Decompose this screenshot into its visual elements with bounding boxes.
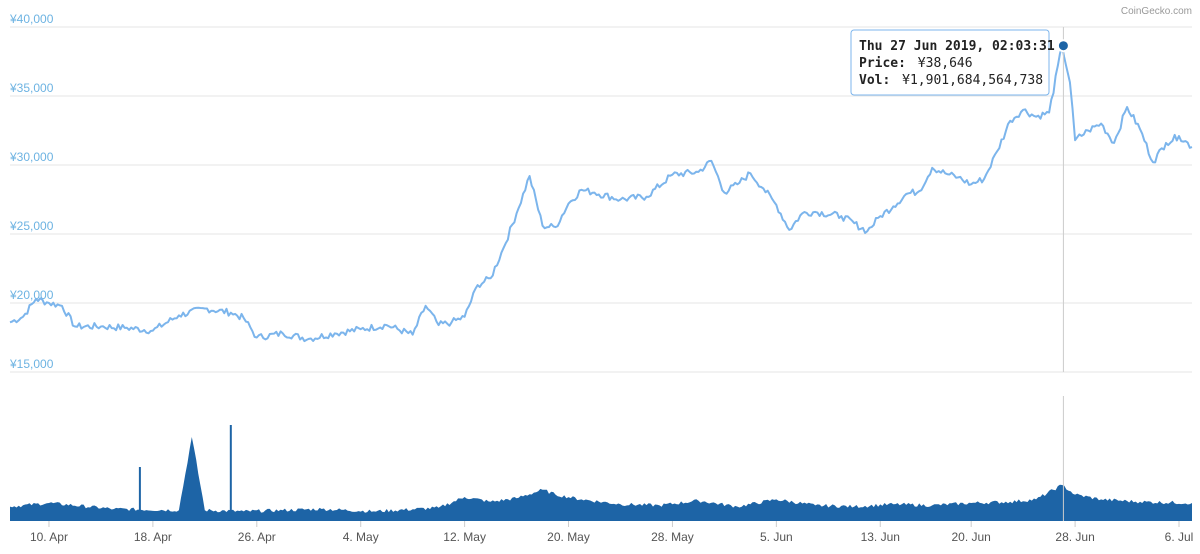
y-tick-label: ¥25,000 [9,219,54,233]
x-tick-label: 4. May [343,530,379,544]
tooltip-price-row: Price: ¥38,646 [859,56,973,71]
x-axis-labels: 10. Apr 18. Apr 26. Apr 4. May 12. May 20. Ma… [30,521,1193,544]
x-tick-label: 13. Jun [861,530,900,544]
x-tick-label: 12. May [443,530,486,544]
tooltip-date: Thu 27 Jun 2019, 02:03:31 [859,39,1055,54]
tooltip-box [850,29,1050,96]
y-axis-labels: ¥15,000 ¥20,000 ¥25,000 ¥30,000 ¥35,000 ¥40,0… [9,12,54,371]
tooltip-price-label: Price: [859,56,906,71]
x-tick-label: 10. Apr [30,530,68,544]
price-line[interactable] [9,44,1193,343]
x-tick-label: 5. Jun [760,530,793,544]
tooltip: Thu 27 Jun 2019, 02:03:31 Price: ¥38,646… [850,29,1055,96]
volume-series [10,425,1192,521]
tooltip-vol-label: Vol: [859,73,890,88]
x-tick-label: 20. Jun [951,530,990,544]
y-tick-label: ¥30,000 [9,150,54,164]
credit-text[interactable]: CoinGecko.com [1121,6,1192,17]
tooltip-vol-row: Vol: ¥1,901,684,564,738 [859,73,1043,88]
x-tick-label: 18. Apr [134,530,172,544]
hover-point[interactable] [1056,39,1070,53]
x-tick-label: 20. May [547,530,590,544]
y-tick-label: ¥20,000 [9,288,54,302]
grid-lines [10,26,1192,373]
y-tick-label: ¥40,000 [9,12,54,26]
tooltip-price-value: ¥38,646 [918,56,973,71]
y-tick-label: ¥15,000 [9,357,54,371]
tooltip-vol-value: ¥1,901,684,564,738 [902,73,1043,88]
x-tick-label: 6. Jul [1165,530,1194,544]
volume-area [10,437,1192,521]
x-tick-label: 26. Apr [238,530,276,544]
y-tick-label: ¥35,000 [9,81,54,95]
x-tick-label: 28. May [651,530,694,544]
x-tick-label: 28. Jun [1055,530,1094,544]
